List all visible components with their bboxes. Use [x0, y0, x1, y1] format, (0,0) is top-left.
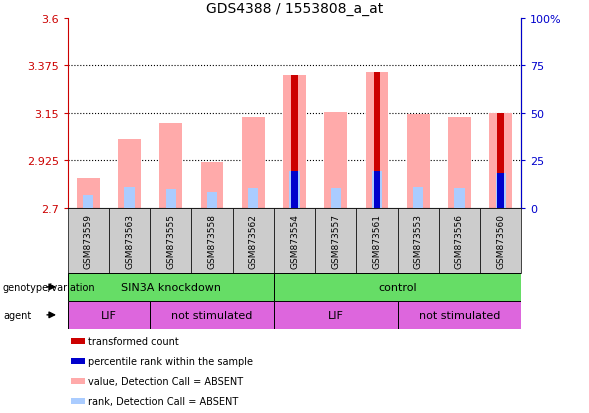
Text: genotype/variation: genotype/variation — [3, 282, 95, 292]
Bar — [242, 118, 264, 208]
Text: not stimulated: not stimulated — [171, 310, 253, 320]
Bar — [166, 190, 176, 208]
Bar — [366, 73, 388, 208]
Text: transformed count: transformed count — [88, 336, 179, 346]
Text: GSM873553: GSM873553 — [413, 214, 423, 268]
Bar — [489, 114, 512, 208]
Bar — [292, 76, 297, 208]
Bar — [289, 171, 300, 208]
Bar — [68, 301, 150, 329]
Bar — [68, 273, 274, 301]
Text: GSM873562: GSM873562 — [249, 214, 258, 268]
Bar — [325, 112, 347, 208]
Text: GSM873559: GSM873559 — [84, 214, 93, 268]
Bar — [398, 208, 439, 273]
Bar — [413, 187, 423, 208]
Bar — [330, 188, 341, 208]
Bar — [454, 188, 465, 208]
Text: GSM873561: GSM873561 — [372, 214, 382, 268]
Bar — [274, 208, 315, 273]
Bar — [315, 208, 356, 273]
Bar — [292, 171, 297, 208]
Bar — [274, 273, 521, 301]
Bar — [495, 173, 506, 208]
Bar — [398, 301, 521, 329]
Bar — [274, 301, 398, 329]
Bar — [124, 187, 135, 208]
Bar — [83, 196, 94, 208]
Bar — [374, 73, 380, 208]
Bar — [71, 378, 85, 384]
Text: value, Detection Call = ABSENT: value, Detection Call = ABSENT — [88, 376, 243, 386]
Text: GSM873560: GSM873560 — [496, 214, 505, 268]
Bar — [374, 171, 380, 208]
Bar — [71, 358, 85, 364]
Bar — [439, 208, 480, 273]
Bar — [71, 338, 85, 344]
Bar — [356, 208, 398, 273]
Bar — [207, 192, 217, 208]
Text: LIF: LIF — [101, 310, 117, 320]
Text: SIN3A knockdown: SIN3A knockdown — [121, 282, 221, 292]
Text: control: control — [378, 282, 417, 292]
Bar — [77, 179, 100, 208]
Text: GSM873555: GSM873555 — [166, 214, 176, 268]
Bar — [68, 208, 109, 273]
Text: agent: agent — [3, 310, 31, 320]
Bar — [191, 208, 233, 273]
Bar — [498, 173, 504, 208]
Text: GSM873556: GSM873556 — [455, 214, 464, 268]
Text: GSM873557: GSM873557 — [331, 214, 340, 268]
Bar — [160, 124, 182, 208]
Bar — [480, 208, 521, 273]
Bar — [372, 171, 382, 208]
Bar — [407, 115, 429, 208]
Bar — [448, 118, 471, 208]
Title: GDS4388 / 1553808_a_at: GDS4388 / 1553808_a_at — [206, 2, 383, 17]
Bar — [201, 163, 223, 208]
Text: GSM873558: GSM873558 — [207, 214, 217, 268]
Bar — [150, 208, 191, 273]
Text: LIF: LIF — [328, 310, 343, 320]
Bar — [71, 398, 85, 404]
Text: GSM873554: GSM873554 — [290, 214, 299, 268]
Text: rank, Detection Call = ABSENT: rank, Detection Call = ABSENT — [88, 396, 239, 406]
Bar — [283, 76, 306, 208]
Text: percentile rank within the sample: percentile rank within the sample — [88, 356, 253, 366]
Text: GSM873563: GSM873563 — [125, 214, 134, 268]
Bar — [150, 301, 274, 329]
Bar — [109, 208, 150, 273]
Bar — [498, 114, 504, 208]
Bar — [118, 140, 141, 208]
Bar — [233, 208, 274, 273]
Bar — [248, 188, 259, 208]
Text: not stimulated: not stimulated — [419, 310, 500, 320]
